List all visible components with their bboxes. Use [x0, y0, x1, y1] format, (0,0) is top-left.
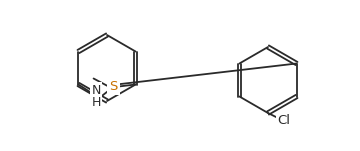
- Text: Cl: Cl: [278, 114, 291, 127]
- Text: S: S: [109, 80, 118, 93]
- Text: N
H: N H: [92, 84, 101, 109]
